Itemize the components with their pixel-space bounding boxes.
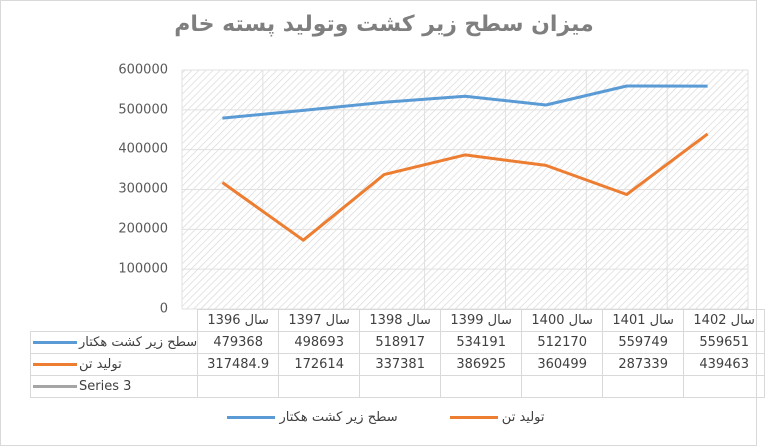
table-cell bbox=[278, 375, 361, 398]
series-label: سطح زیر کشت هکتار bbox=[79, 335, 198, 350]
series-line-area bbox=[222, 84, 708, 120]
category-header: سال 1402 bbox=[683, 309, 766, 332]
table-cell bbox=[521, 375, 604, 398]
chart-title: میزان سطح زیر کشت وتولید پسته خام bbox=[174, 12, 594, 37]
legend-item-production: تولید تن bbox=[446, 410, 545, 425]
table-cell: 386925 bbox=[440, 353, 523, 376]
table-cell: 559651 bbox=[683, 331, 766, 354]
category-header: سال 1400 bbox=[521, 309, 604, 332]
y-tick: 500000 bbox=[118, 102, 168, 118]
series-label: Series 3 bbox=[79, 379, 132, 394]
table-cell bbox=[197, 375, 280, 398]
table-row: Series 3 bbox=[29, 375, 766, 398]
table-cell: 337381 bbox=[359, 353, 442, 376]
legend-key-area-icon bbox=[33, 341, 77, 344]
table-row: سطح زیر کشت هکتار 479368 498693 518917 5… bbox=[29, 331, 766, 354]
table-cell: 287339 bbox=[602, 353, 685, 376]
y-tick: 100000 bbox=[118, 261, 168, 277]
category-header: سال 1401 bbox=[602, 309, 685, 332]
table-cell: 317484.9 bbox=[197, 353, 280, 376]
table-cell: 512170 bbox=[521, 331, 604, 354]
table-cell: 479368 bbox=[197, 331, 280, 354]
series-label: تولید تن bbox=[79, 357, 122, 372]
table-cell bbox=[683, 375, 766, 398]
legend-line-area-icon bbox=[227, 416, 276, 419]
table-cell bbox=[602, 375, 685, 398]
legend-item-area: سطح زیر کشت هکتار bbox=[223, 410, 398, 425]
table-cell bbox=[440, 375, 523, 398]
category-header: سال 1396 bbox=[197, 309, 280, 332]
y-tick: 0 bbox=[159, 301, 168, 317]
table-cell: 439463 bbox=[683, 353, 766, 376]
table-cell: 518917 bbox=[359, 331, 442, 354]
legend: سطح زیر کشت هکتار تولید تن bbox=[0, 410, 768, 425]
legend-key-production-icon bbox=[33, 363, 77, 366]
table-cell bbox=[359, 375, 442, 398]
data-table: سال 1396 سال 1397 سال 1398 سال 1399 سال … bbox=[29, 309, 766, 398]
category-header: سال 1398 bbox=[359, 309, 442, 332]
category-header: سال 1399 bbox=[440, 309, 523, 332]
table-cell: 498693 bbox=[278, 331, 361, 354]
table-cell: 360499 bbox=[521, 353, 604, 376]
table-cell: 172614 bbox=[278, 353, 361, 376]
table-cell: 534191 bbox=[440, 331, 523, 354]
y-tick: 300000 bbox=[118, 181, 168, 197]
legend-line-production-icon bbox=[449, 416, 498, 419]
table-row: تولید تن 317484.9 172614 337381 386925 3… bbox=[29, 353, 766, 376]
legend-key-series3-icon bbox=[33, 385, 77, 388]
y-tick: 600000 bbox=[118, 62, 168, 78]
series-line-production bbox=[221, 132, 709, 242]
y-tick: 200000 bbox=[118, 221, 168, 237]
table-cell: 559749 bbox=[602, 331, 685, 354]
y-tick: 400000 bbox=[118, 141, 168, 157]
category-header: سال 1397 bbox=[278, 309, 361, 332]
